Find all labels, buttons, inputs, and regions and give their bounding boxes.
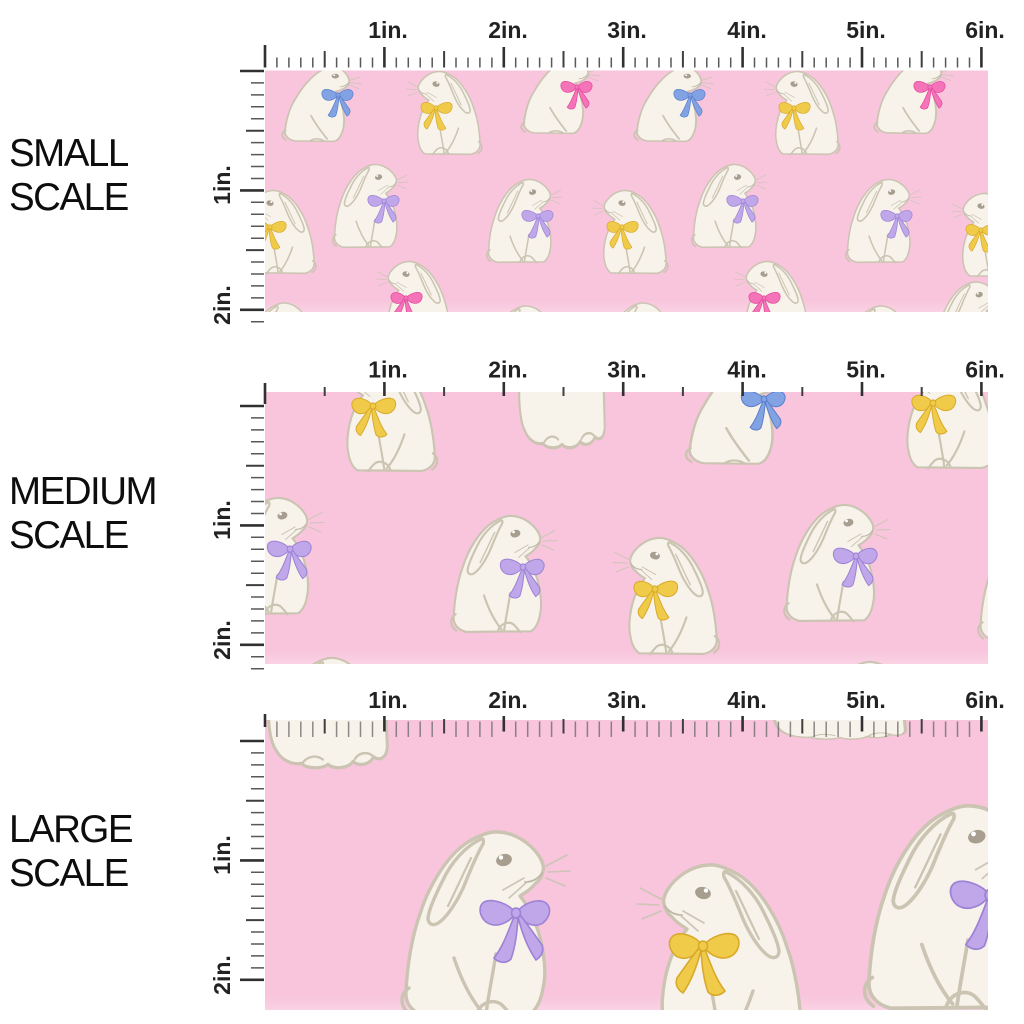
svg-text:SMALL: SMALL <box>9 132 129 175</box>
svg-text:2in.: 2in. <box>209 955 235 995</box>
svg-text:6in.: 6in. <box>965 357 1005 383</box>
svg-text:LARGE: LARGE <box>9 808 133 851</box>
svg-text:1in.: 1in. <box>368 687 408 713</box>
svg-text:SCALE: SCALE <box>9 852 129 895</box>
svg-text:2in.: 2in. <box>488 687 528 713</box>
svg-text:1in.: 1in. <box>209 165 235 205</box>
svg-text:6in.: 6in. <box>965 687 1005 713</box>
svg-text:5in.: 5in. <box>846 357 886 383</box>
svg-text:3in.: 3in. <box>607 687 647 713</box>
svg-text:6in.: 6in. <box>965 17 1005 43</box>
svg-text:3in.: 3in. <box>607 357 647 383</box>
svg-text:1in.: 1in. <box>368 357 408 383</box>
svg-text:2in.: 2in. <box>488 357 528 383</box>
svg-text:SCALE: SCALE <box>9 176 129 219</box>
svg-text:3in.: 3in. <box>607 17 647 43</box>
svg-text:MEDIUM: MEDIUM <box>9 470 156 513</box>
svg-text:4in.: 4in. <box>727 357 767 383</box>
svg-text:1in.: 1in. <box>209 835 235 875</box>
svg-text:1in.: 1in. <box>368 17 408 43</box>
svg-text:1in.: 1in. <box>209 500 235 540</box>
svg-text:2in.: 2in. <box>209 620 235 660</box>
svg-text:5in.: 5in. <box>846 687 886 713</box>
svg-text:2in.: 2in. <box>488 17 528 43</box>
svg-text:4in.: 4in. <box>727 687 767 713</box>
svg-text:2in.: 2in. <box>209 285 235 325</box>
svg-text:5in.: 5in. <box>846 17 886 43</box>
svg-text:SCALE: SCALE <box>9 514 129 557</box>
svg-text:4in.: 4in. <box>727 17 767 43</box>
